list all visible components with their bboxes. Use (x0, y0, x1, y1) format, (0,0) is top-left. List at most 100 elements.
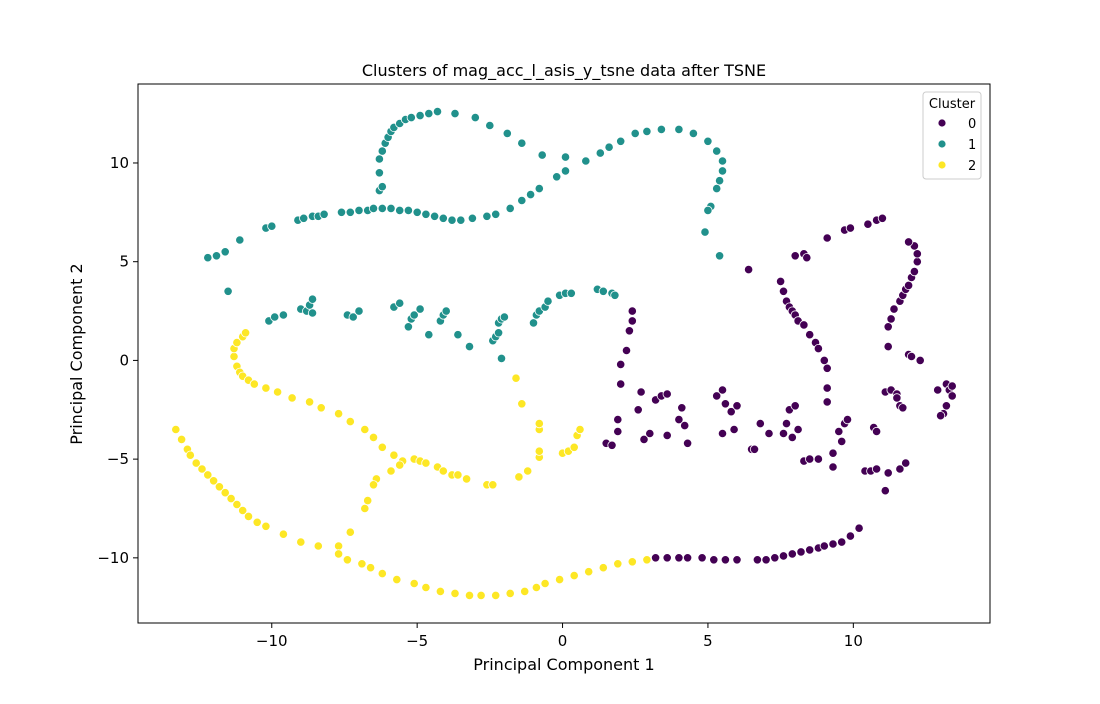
x-tick-label: 0 (558, 632, 568, 650)
data-point-cluster-1 (491, 209, 501, 219)
data-point-cluster-2 (214, 482, 224, 492)
data-point-cluster-2 (386, 466, 396, 476)
legend-label-0: 0 (968, 117, 976, 132)
data-point-cluster-0 (752, 555, 763, 565)
data-point-cluster-1 (368, 203, 379, 213)
data-point-cluster-0 (790, 251, 800, 261)
data-point-cluster-0 (822, 397, 832, 407)
data-point-cluster-1 (717, 166, 728, 176)
points-layer (171, 107, 957, 601)
data-point-cluster-0 (778, 286, 789, 296)
x-tick-label: 5 (703, 632, 713, 650)
x-axis: −10 −5 0 5 10 (256, 623, 863, 650)
data-point-cluster-2 (241, 328, 251, 338)
data-point-cluster-1 (412, 207, 422, 217)
data-point-cluster-1 (470, 113, 480, 123)
data-point-cluster-2 (461, 474, 472, 484)
data-point-cluster-0 (796, 547, 806, 557)
y-tick-label: 10 (110, 154, 129, 172)
data-point-cluster-1 (220, 247, 230, 257)
data-point-cluster-0 (787, 549, 797, 559)
data-point-cluster-0 (790, 401, 800, 411)
data-point-cluster-1 (278, 310, 288, 320)
data-point-cluster-1 (267, 221, 277, 231)
data-point-cluster-0 (883, 341, 893, 352)
data-point-cluster-0 (787, 432, 797, 442)
x-tick-label: −5 (406, 632, 428, 650)
data-point-cluster-1 (441, 306, 451, 316)
data-point-cluster-1 (505, 203, 515, 213)
data-point-cluster-2 (249, 379, 259, 389)
data-point-cluster-0 (732, 555, 742, 565)
data-point-cluster-1 (235, 235, 245, 245)
data-point-cluster-1 (630, 128, 640, 138)
data-point-cluster-1 (429, 211, 440, 221)
data-point-cluster-0 (828, 462, 838, 472)
data-point-cluster-0 (822, 383, 832, 393)
data-point-cluster-2 (438, 466, 448, 476)
data-point-cluster-0 (697, 553, 707, 563)
data-point-cluster-2 (333, 549, 344, 559)
data-point-cluster-1 (485, 120, 495, 131)
data-point-cluster-0 (749, 444, 760, 454)
data-point-cluster-0 (912, 249, 922, 259)
data-point-cluster-0 (909, 266, 920, 277)
data-point-cluster-0 (892, 393, 902, 403)
data-point-cluster-1 (374, 168, 384, 178)
data-point-cluster-1 (566, 288, 576, 298)
data-point-cluster-1 (348, 312, 358, 322)
data-point-cluster-2 (377, 568, 387, 579)
data-point-cluster-0 (903, 237, 914, 247)
data-point-cluster-2 (569, 442, 579, 452)
legend-marker-0 (937, 118, 947, 128)
data-point-cluster-1 (712, 146, 722, 156)
data-point-cluster-2 (520, 586, 530, 597)
data-point-cluster-0 (674, 414, 684, 425)
data-point-cluster-1 (203, 253, 213, 263)
data-point-cluster-1 (377, 203, 387, 213)
data-point-cluster-2 (575, 424, 585, 435)
data-point-cluster-2 (226, 493, 236, 504)
data-point-cluster-1 (270, 312, 280, 322)
data-point-cluster-1 (642, 126, 652, 136)
data-point-cluster-0 (933, 385, 943, 395)
data-point-cluster-0 (633, 405, 643, 415)
data-point-cluster-0 (636, 387, 646, 397)
data-point-cluster-2 (464, 590, 475, 601)
data-point-cluster-0 (729, 424, 739, 435)
data-point-cluster-0 (764, 428, 774, 439)
data-point-cluster-0 (717, 385, 728, 395)
data-point-cluster-1 (409, 310, 419, 320)
data-point-cluster-1 (598, 286, 608, 296)
data-point-cluster-1 (374, 154, 384, 164)
data-point-cluster-0 (877, 213, 888, 223)
data-point-cluster-2 (392, 574, 402, 585)
data-point-cluster-1 (386, 203, 396, 213)
data-point-cluster-1 (415, 111, 425, 121)
data-point-cluster-2 (505, 588, 515, 599)
data-point-cluster-0 (915, 355, 925, 365)
data-point-cluster-1 (610, 290, 620, 300)
data-point-cluster-1 (354, 306, 364, 316)
data-point-cluster-1 (703, 205, 713, 215)
data-point-cluster-1 (595, 148, 605, 158)
legend-label-1: 1 (968, 138, 976, 153)
data-point-cluster-0 (883, 322, 893, 332)
data-point-cluster-0 (720, 555, 731, 565)
data-point-cluster-0 (813, 343, 824, 354)
data-point-cluster-2 (261, 521, 271, 531)
legend-label-2: 2 (968, 159, 976, 174)
data-point-cluster-2 (287, 393, 297, 403)
data-point-cluster-0 (837, 537, 847, 547)
chart-title: Clusters of mag_acc_l_asis_y_tsne data a… (362, 61, 766, 81)
data-point-cluster-0 (805, 545, 815, 555)
data-point-cluster-2 (435, 586, 445, 597)
data-point-cluster-2 (534, 446, 544, 456)
data-point-cluster-0 (662, 553, 672, 563)
x-tick-label: 10 (844, 632, 863, 650)
data-point-cluster-0 (941, 401, 952, 411)
data-point-cluster-2 (409, 578, 419, 589)
data-point-cluster-0 (709, 555, 719, 565)
legend: Cluster 0 1 2 (922, 91, 982, 180)
data-point-cluster-0 (781, 418, 792, 429)
